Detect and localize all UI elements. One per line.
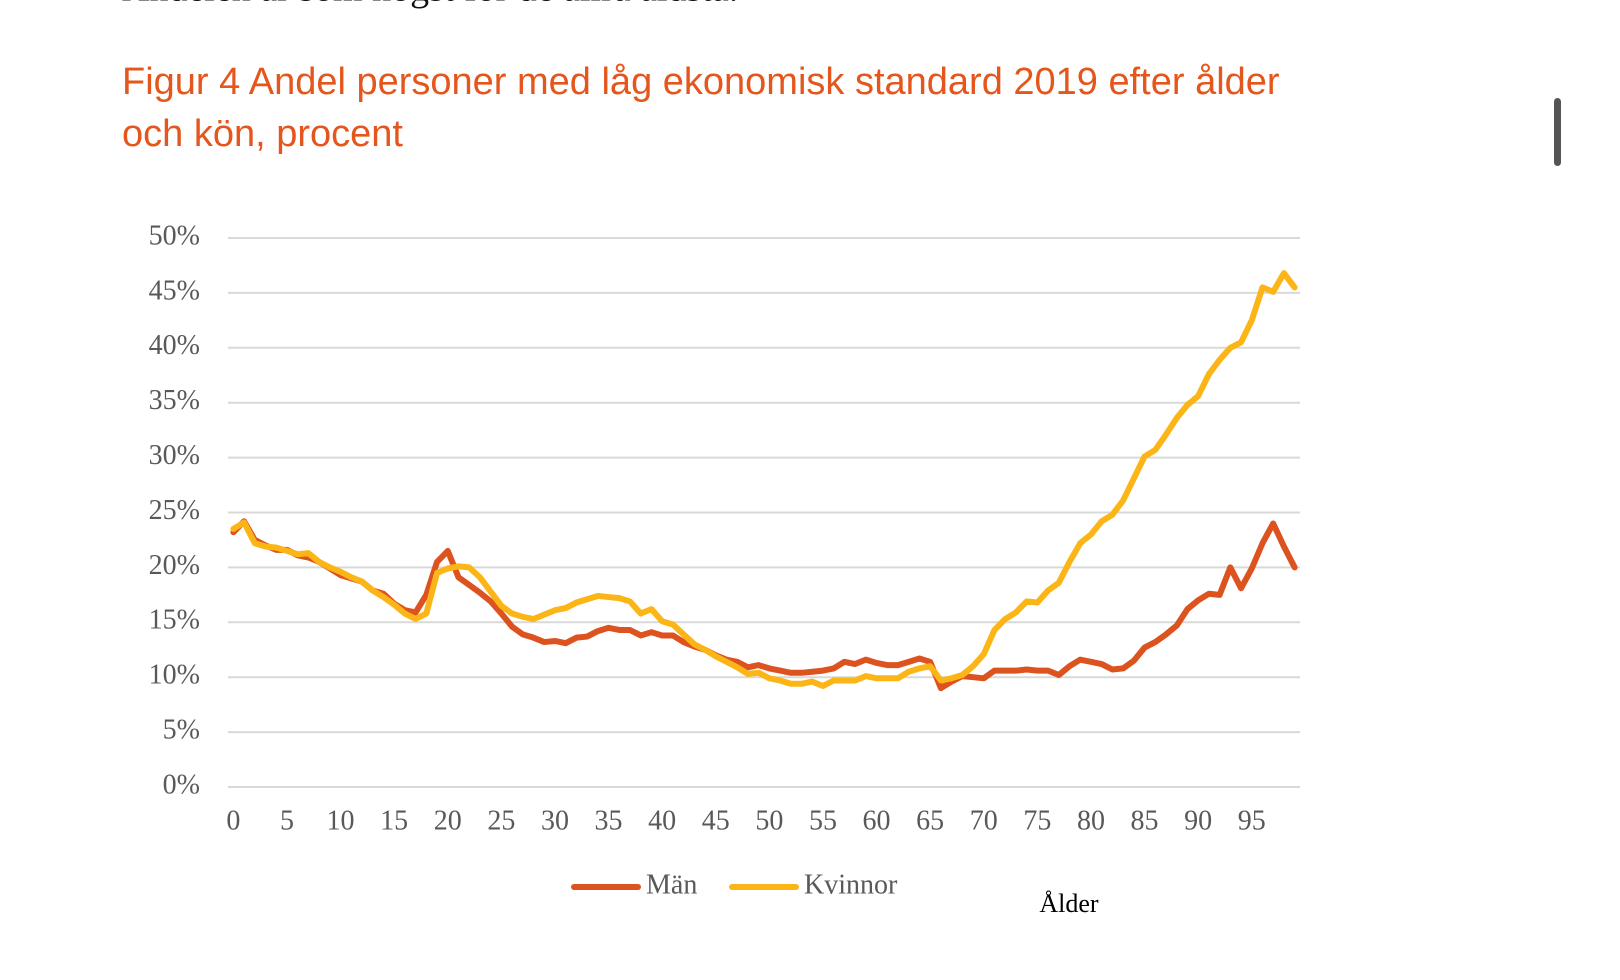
legend-label: Kvinnor	[804, 869, 898, 900]
x-tick-label: 45	[702, 805, 730, 836]
x-tick-label: 90	[1184, 805, 1212, 836]
x-tick-label: 15	[380, 805, 408, 836]
y-tick-label: 15%	[149, 605, 200, 636]
x-tick-label: 30	[541, 805, 569, 836]
x-tick-label: 50	[755, 805, 783, 836]
x-tick-label: 10	[327, 805, 355, 836]
scrollbar[interactable]	[1554, 98, 1561, 166]
x-tick-label: 40	[648, 805, 676, 836]
x-tick-label: 85	[1131, 805, 1159, 836]
x-tick-label: 60	[863, 805, 891, 836]
x-tick-label: 55	[809, 805, 837, 836]
y-tick-label: 40%	[149, 330, 200, 361]
x-tick-label: 25	[487, 805, 515, 836]
y-tick-label: 10%	[149, 660, 200, 691]
y-tick-label: 35%	[149, 385, 200, 416]
legend-label: Män	[646, 869, 697, 900]
y-tick-label: 5%	[163, 715, 200, 746]
x-tick-label: 0	[226, 805, 240, 836]
y-tick-label: 0%	[163, 769, 200, 800]
y-tick-label: 30%	[149, 440, 200, 471]
chart-title: Figur 4 Andel personer med låg ekonomisk…	[122, 61, 1280, 155]
x-tick-label: 75	[1023, 805, 1051, 836]
x-tick-label: 95	[1238, 805, 1266, 836]
x-tick-label: 70	[970, 805, 998, 836]
y-tick-label: 20%	[149, 550, 200, 581]
y-tick-label: 45%	[149, 275, 200, 306]
x-tick-label: 35	[595, 805, 623, 836]
x-axis-label: Ålder	[1039, 889, 1099, 918]
intro-text: Andelen är som högst för de allra äldsta…	[122, 0, 738, 10]
x-tick-label: 80	[1077, 805, 1105, 836]
y-tick-label: 25%	[149, 495, 200, 526]
line-series	[230, 518, 1298, 692]
x-tick-label: 20	[434, 805, 462, 836]
y-tick-label: 50%	[149, 220, 200, 251]
x-tick-label: 5	[280, 805, 294, 836]
line-series	[230, 270, 1298, 689]
x-tick-label: 65	[916, 805, 944, 836]
